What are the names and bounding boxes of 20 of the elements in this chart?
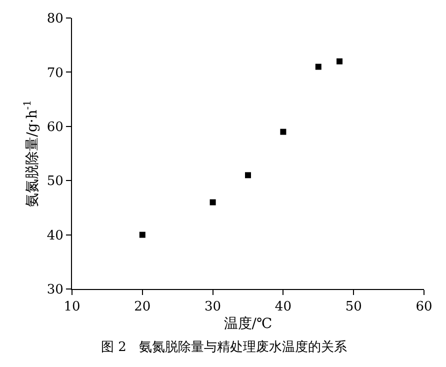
y-tick-label: 80 (46, 12, 64, 27)
caption: 图 2 氨氮脱除量与精处理废水温度的关系 (101, 339, 347, 355)
x-tick-label: 20 (134, 300, 151, 315)
x-tick-label: 40 (274, 300, 292, 315)
y-tick-label: 30 (46, 282, 64, 298)
x-tick-label: 50 (345, 300, 362, 315)
x-tick-label: 10 (64, 300, 80, 315)
point (315, 64, 322, 70)
y-tick-label: 70 (46, 66, 64, 81)
point (210, 199, 216, 206)
x-tick-label: 30 (204, 300, 222, 315)
point (280, 128, 286, 135)
point (245, 172, 251, 178)
x-axis-title: 温度/℃ (224, 316, 272, 332)
point (336, 58, 343, 64)
point (139, 232, 146, 238)
y-tick-label: 60 (46, 120, 64, 135)
y-tick-label: 40 (46, 228, 64, 244)
y-tick-label: 50 (46, 174, 64, 190)
x-tick-label: 60 (416, 300, 432, 315)
